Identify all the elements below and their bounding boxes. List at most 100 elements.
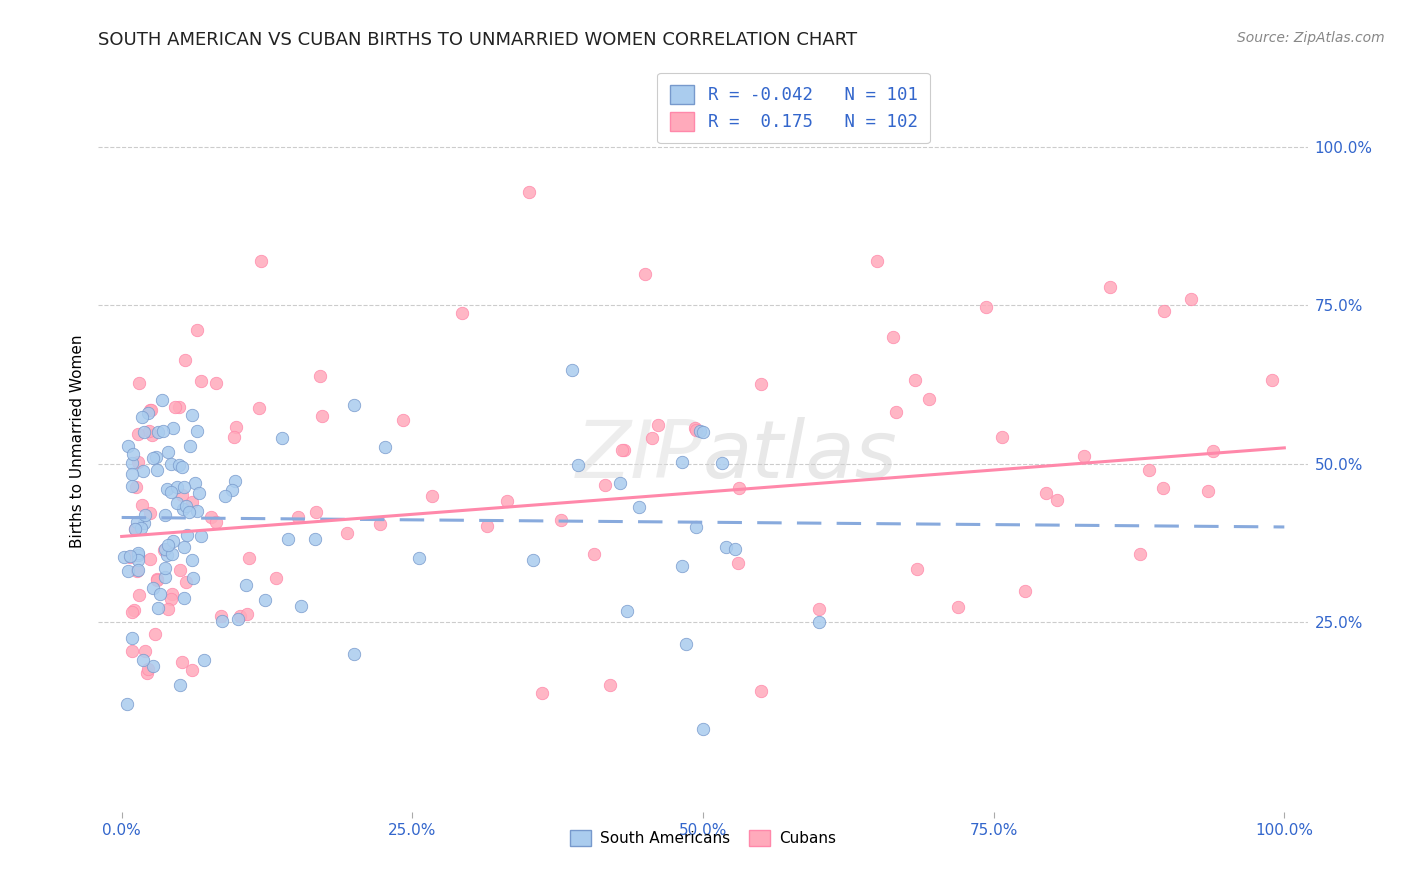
Cubans [200, 510, 222, 524]
South Americans [121, 631, 143, 645]
Cubans [127, 427, 149, 442]
Cubans [172, 488, 194, 502]
South Americans [155, 570, 177, 584]
South Americans [224, 474, 246, 488]
South Americans [162, 421, 184, 435]
South Americans [561, 363, 583, 377]
Cubans [1137, 463, 1160, 477]
South Americans [127, 515, 149, 529]
Cubans [948, 600, 970, 615]
South Americans [671, 455, 693, 469]
Cubans [882, 329, 904, 343]
South Americans [167, 458, 190, 472]
Cubans [1202, 443, 1225, 458]
South Americans [671, 558, 693, 573]
South Americans [146, 425, 169, 439]
South Americans [214, 489, 236, 503]
Cubans [125, 564, 148, 578]
South Americans [121, 456, 143, 470]
South Americans [616, 604, 638, 618]
South Americans [186, 504, 208, 518]
South Americans [724, 541, 747, 556]
Cubans [138, 662, 160, 676]
Cubans [136, 666, 159, 681]
South Americans [121, 467, 143, 482]
Cubans [496, 494, 519, 508]
Cubans [1180, 292, 1202, 306]
South Americans [173, 480, 195, 494]
Cubans [610, 443, 633, 458]
South Americans [156, 482, 179, 496]
Cubans [121, 605, 143, 619]
Cubans [308, 369, 330, 384]
South Americans [166, 480, 188, 494]
Cubans [808, 602, 831, 616]
Cubans [884, 405, 907, 419]
South Americans [127, 548, 149, 562]
Cubans [247, 401, 270, 416]
Cubans [1098, 279, 1121, 293]
South Americans [146, 463, 169, 477]
Cubans [368, 516, 391, 531]
Cubans [174, 352, 197, 367]
South Americans [343, 398, 366, 412]
South Americans [129, 521, 152, 535]
Cubans [1014, 583, 1036, 598]
South Americans [253, 593, 276, 607]
Cubans [475, 519, 498, 533]
South Americans [235, 577, 257, 591]
Cubans [641, 431, 664, 445]
South Americans [145, 450, 167, 464]
Cubans [1152, 481, 1174, 495]
Cubans [169, 562, 191, 576]
Legend: South Americans, Cubans: South Americans, Cubans [564, 824, 842, 852]
Cubans [683, 421, 706, 435]
South Americans [177, 505, 200, 519]
South Americans [124, 522, 146, 536]
South Americans [121, 479, 143, 493]
Cubans [918, 392, 941, 406]
Cubans [139, 551, 162, 566]
South Americans [156, 445, 179, 459]
Cubans [613, 442, 636, 457]
South Americans [112, 550, 135, 565]
Cubans [287, 510, 309, 524]
Cubans [336, 526, 359, 541]
Cubans [1261, 373, 1284, 387]
Cubans [134, 643, 156, 657]
South Americans [567, 458, 589, 472]
Cubans [450, 305, 472, 319]
Cubans [991, 430, 1014, 444]
South Americans [186, 424, 208, 438]
South Americans [187, 486, 209, 500]
Cubans [139, 402, 162, 417]
Cubans [550, 513, 572, 527]
South Americans [170, 460, 193, 475]
South Americans [160, 458, 183, 472]
Cubans [685, 423, 707, 437]
Cubans [167, 401, 190, 415]
Cubans [727, 556, 749, 570]
Cubans [138, 424, 160, 438]
Cubans [593, 478, 616, 492]
South Americans [609, 475, 631, 490]
South Americans [689, 424, 711, 438]
South Americans [174, 499, 197, 513]
Cubans [392, 413, 415, 427]
South Americans [117, 439, 139, 453]
South Americans [121, 447, 143, 461]
South Americans [172, 502, 194, 516]
South Americans [134, 516, 156, 530]
Cubans [124, 603, 146, 617]
Cubans [127, 455, 149, 469]
Cubans [229, 608, 252, 623]
Cubans [517, 185, 540, 199]
Cubans [181, 663, 204, 677]
Cubans [186, 323, 208, 337]
Cubans [153, 542, 176, 557]
South Americans [180, 409, 202, 423]
South Americans [184, 475, 207, 490]
Cubans [204, 516, 226, 530]
South Americans [142, 659, 165, 673]
Cubans [599, 678, 621, 692]
